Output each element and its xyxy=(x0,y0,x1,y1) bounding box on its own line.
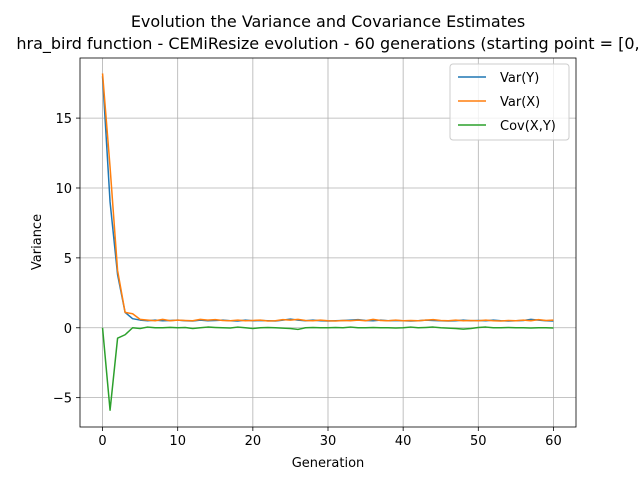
x-tick-label: 20 xyxy=(245,434,262,449)
y-axis-label: Variance xyxy=(30,214,45,270)
x-tick-label: 30 xyxy=(320,434,337,449)
chart-subtitle: hra_bird function - CEMiResize evolution… xyxy=(16,34,639,54)
x-tick-label: 0 xyxy=(98,434,106,449)
x-axis-label: Generation xyxy=(292,456,365,471)
legend-label-2: Var(X) xyxy=(500,95,540,110)
x-tick-label: 60 xyxy=(545,434,562,449)
y-tick-label: 5 xyxy=(64,252,72,267)
x-tick-label: 10 xyxy=(169,434,186,449)
legend-label-3: Cov(X,Y) xyxy=(500,119,556,134)
y-tick-label: −5 xyxy=(53,392,72,407)
y-tick-label: 15 xyxy=(55,112,72,127)
x-tick-label: 50 xyxy=(470,434,487,449)
y-tick-label: 0 xyxy=(64,322,72,337)
chart-title: Evolution the Variance and Covariance Es… xyxy=(131,12,525,31)
y-tick-label: 10 xyxy=(55,182,72,197)
legend-label-1: Var(Y) xyxy=(500,71,539,86)
legend: Var(Y) Var(X) Cov(X,Y) xyxy=(450,64,569,140)
x-tick-label: 40 xyxy=(395,434,412,449)
